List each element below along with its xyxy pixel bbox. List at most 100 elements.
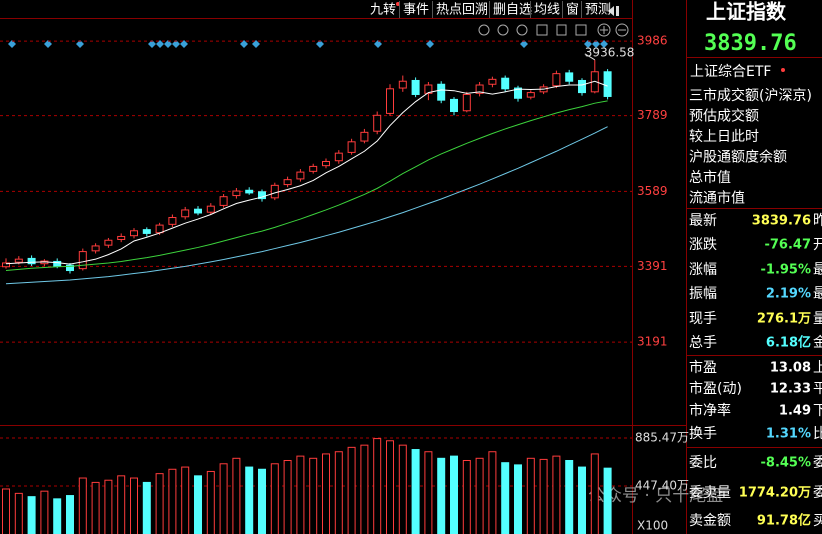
row-label: 涨幅 [689,262,717,278]
volume-bar [27,496,36,534]
volume-bar [232,457,241,534]
volume-bar [386,440,394,534]
y-tick-label: 3986 [637,34,668,48]
candle-body [219,196,228,206]
toolbar-button[interactable]: 预测 [585,3,611,18]
candle-body [398,80,407,89]
volume-bar [334,451,343,534]
volume-bar [91,481,100,534]
candle-body [603,71,612,97]
volume-bar [270,463,279,534]
volume-bar [296,455,305,534]
volume-bar [411,449,420,534]
volume-bar [398,444,407,534]
panel-link[interactable]: 总市值 [689,169,731,186]
volume-bar [206,470,215,534]
y-tick-label: 3391 [637,259,668,273]
candle-body [462,93,471,112]
row-value: 2.19% [766,287,811,302]
moving-average [5,126,608,285]
candle-body [526,92,535,98]
candle-body [27,257,36,265]
candle-body [117,235,126,240]
volume-bar [245,466,254,534]
volume-bar [78,477,87,534]
candle-body [142,229,151,234]
volume-bar [514,464,522,534]
chart-tools[interactable] [478,23,629,37]
row-value: 1.31% [766,427,811,442]
candle-body [66,264,74,272]
row-tail: 最 [813,262,822,278]
volume-bar [322,453,330,534]
candle-body [475,84,484,94]
panel-price: 3839.76 [704,31,797,56]
volume-bar [309,457,318,534]
volume-bar [424,451,433,534]
volume-bar [475,457,484,534]
volume-bar [462,459,471,534]
candle-body [91,245,100,252]
volume-bar [578,466,586,534]
candle-body [501,77,510,90]
y-tick-label: 3191 [637,335,668,349]
volume-bar [40,490,49,534]
candle-body [2,262,10,268]
toolbar-button[interactable]: 热点回溯 [436,2,488,18]
panel-link[interactable]: 三市成交额(沪深京) [689,87,812,104]
row-tail: 昨 [813,213,822,229]
volume-unit: X100 [637,519,668,533]
row-label: 总手 [689,335,717,351]
row-label: 最新 [689,213,717,229]
candle-body [578,79,586,94]
row-tail: 委 [813,455,822,471]
etf-link[interactable]: 上证综合ETF [690,64,771,80]
toolbar-arrow[interactable] [608,6,619,16]
row-value: 1.49 [779,404,811,419]
volume-bar [142,481,151,534]
row-value: 12.33 [770,382,811,397]
candle-body [488,78,497,85]
panel-link[interactable]: 较上日此时 [689,129,759,145]
candle-body [334,152,343,162]
row-label: 涨跌 [689,237,717,253]
candle-body [53,260,62,267]
y-tick-label: 3789 [637,108,668,122]
row-value: 91.78亿 [757,513,811,529]
volume-bar [2,488,10,534]
volume-bar [104,479,113,534]
candle-body [322,160,330,167]
toolbar-button[interactable]: 九转 [370,3,396,18]
row-value: -76.47 [764,238,811,253]
toolbar-button[interactable]: 均线 [534,3,560,18]
moving-average [5,80,608,265]
candle-body [424,84,433,94]
candle-body [565,72,574,82]
candle-body [14,258,23,263]
volume-tick-label: 447.40万 [635,478,689,492]
row-tail: 平 [813,381,822,397]
volume-bar [14,492,23,534]
candle-body [347,141,356,153]
toolbar-button[interactable]: 删自选 [493,3,532,18]
volume-bar [155,473,164,534]
row-label: 振幅 [689,286,717,302]
candle-body [155,224,164,234]
volume-bar [373,438,382,534]
toolbar-button[interactable]: 窗 [566,2,579,18]
candle-body [552,73,561,87]
high-pointer [584,53,596,61]
panel-link[interactable]: 流通市值 [689,190,745,207]
candle-body [194,208,202,214]
row-tail: 量 [813,311,822,327]
volume-bar [552,455,561,534]
volume-bar [130,477,138,534]
panel-link[interactable]: 预估成交额 [689,108,759,125]
candle-body [386,88,394,114]
toolbar-button[interactable]: 事件 [403,3,429,18]
candle-body [360,131,369,142]
row-tail: 最 [813,286,822,302]
candle-body [296,171,305,180]
panel-link[interactable]: 沪股通额度余额 [689,149,787,166]
